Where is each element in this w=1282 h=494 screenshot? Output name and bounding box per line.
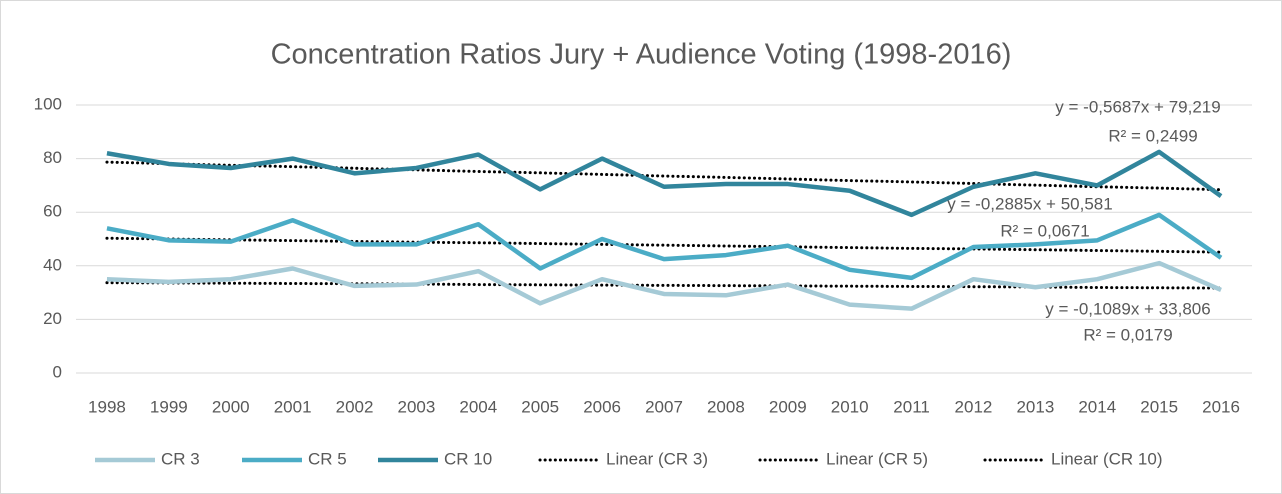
trend-r-squared: R² = 0,2499 bbox=[1108, 126, 1197, 145]
x-tick-label: 2001 bbox=[274, 397, 312, 416]
trend-line bbox=[105, 160, 1223, 192]
x-tick-label: 2000 bbox=[212, 397, 250, 416]
x-tick-label: 2004 bbox=[459, 397, 497, 416]
legend-label: CR 10 bbox=[444, 449, 492, 468]
x-tick-label: 2002 bbox=[336, 397, 374, 416]
trend-line bbox=[105, 236, 1223, 254]
x-tick-label: 2015 bbox=[1140, 397, 1178, 416]
x-tick-label: 1998 bbox=[88, 397, 126, 416]
trend-equation: y = -0,5687x + 79,219 bbox=[1055, 97, 1220, 116]
y-tick-label: 60 bbox=[43, 202, 62, 221]
x-tick-label: 2009 bbox=[769, 397, 807, 416]
legend-label: Linear (CR 10) bbox=[1051, 449, 1163, 468]
trend-r-squared: R² = 0,0671 bbox=[1000, 221, 1089, 240]
y-tick-label: 40 bbox=[43, 255, 62, 274]
x-tick-label: 2011 bbox=[893, 397, 930, 416]
legend-label: CR 5 bbox=[308, 449, 347, 468]
y-tick-label: 80 bbox=[43, 148, 62, 167]
x-tick-label: 2006 bbox=[583, 397, 621, 416]
x-tick-label: 2012 bbox=[955, 397, 993, 416]
x-tick-label: 2016 bbox=[1202, 397, 1240, 416]
trend-equation: y = -0,1089x + 33,806 bbox=[1045, 299, 1210, 318]
x-tick-label: 2013 bbox=[1016, 397, 1054, 416]
y-tick-label: 0 bbox=[53, 362, 62, 381]
series-line bbox=[106, 260, 1222, 311]
series-line bbox=[106, 149, 1223, 218]
x-tick-label: 2003 bbox=[398, 397, 436, 416]
y-tick-label: 20 bbox=[43, 309, 62, 328]
series-line bbox=[106, 212, 1223, 281]
trend-equation: y = -0,2885x + 50,581 bbox=[947, 194, 1112, 213]
x-tick-label: 2007 bbox=[645, 397, 683, 416]
x-tick-label: 1999 bbox=[150, 397, 188, 416]
y-tick-label: 100 bbox=[34, 94, 62, 113]
legend-label: Linear (CR 3) bbox=[606, 449, 708, 468]
chart-title: Concentration Ratios Jury + Audience Vot… bbox=[271, 39, 1012, 71]
legend-label: CR 3 bbox=[161, 449, 200, 468]
x-tick-label: 2005 bbox=[521, 397, 559, 416]
trend-r-squared: R² = 0,0179 bbox=[1083, 325, 1172, 344]
x-tick-label: 2010 bbox=[831, 397, 869, 416]
x-tick-label: 2008 bbox=[707, 397, 745, 416]
x-tick-label: 2014 bbox=[1078, 397, 1116, 416]
legend-label: Linear (CR 5) bbox=[826, 449, 928, 468]
